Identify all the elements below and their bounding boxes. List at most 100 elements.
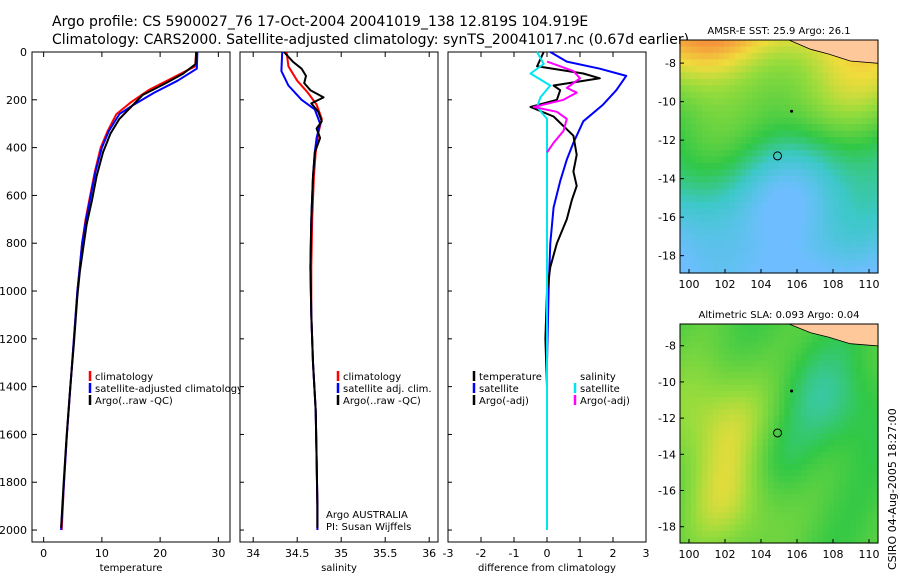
heatmap-cell	[773, 500, 780, 508]
heatmap-cell	[724, 378, 731, 386]
heatmap-cell	[707, 476, 714, 483]
heatmap-cell	[735, 530, 742, 538]
heatmap-cell	[762, 457, 769, 465]
heatmap-cell	[768, 427, 775, 435]
heatmap-cell	[762, 156, 769, 164]
heatmap-cell	[861, 360, 868, 368]
heatmap-cell	[735, 46, 742, 54]
heatmap-cell	[729, 457, 736, 465]
heatmap-cell	[806, 384, 813, 392]
heatmap-cell	[746, 330, 753, 337]
heatmap-cell	[872, 372, 879, 380]
heatmap-cell	[691, 384, 698, 392]
heatmap-cell	[867, 247, 874, 255]
heatmap-cell	[735, 240, 742, 248]
heatmap-cell	[850, 530, 857, 538]
y-tick-label: 800	[6, 237, 27, 250]
heatmap-cell	[707, 536, 714, 544]
heatmap-cell	[773, 451, 780, 459]
heatmap-cell	[834, 354, 841, 362]
heatmap-cell	[762, 470, 769, 477]
heatmap-cell	[784, 530, 791, 538]
heatmap-cell	[784, 247, 791, 255]
heatmap-cell	[839, 451, 846, 459]
heatmap-cell	[735, 40, 742, 48]
heatmap-cell	[740, 342, 747, 349]
heatmap-cell	[768, 348, 775, 356]
heatmap-cell	[834, 169, 841, 177]
heatmap-cell	[784, 214, 791, 222]
heatmap-cell	[828, 130, 835, 138]
heatmap-cell	[834, 247, 841, 255]
heatmap-cell	[801, 360, 808, 368]
heatmap-cell	[724, 324, 731, 331]
heatmap-cell	[680, 324, 687, 331]
heatmap-cell	[856, 366, 863, 374]
heatmap-cell	[872, 397, 879, 404]
heatmap-cell	[713, 156, 720, 164]
heatmap-cell	[740, 143, 747, 151]
heatmap-cell	[691, 324, 698, 331]
heatmap-cell	[845, 530, 852, 538]
heatmap-cell	[724, 40, 731, 48]
heatmap-cell	[696, 137, 703, 145]
y-tick-label: -12	[658, 412, 676, 425]
heatmap-cell	[713, 427, 720, 435]
heatmap-cell	[812, 372, 819, 380]
heatmap-cell	[713, 330, 720, 337]
heatmap-cell	[801, 470, 808, 477]
heatmap-cell	[867, 227, 874, 235]
heatmap-cell	[685, 433, 692, 441]
temp-legend-item: Argo(..raw -QC)	[95, 396, 173, 407]
heatmap-cell	[768, 330, 775, 337]
heatmap-cell	[850, 150, 857, 158]
heatmap-cell	[806, 506, 813, 514]
heatmap-cell	[746, 415, 753, 422]
heatmap-cell	[713, 195, 720, 203]
heatmap-cell	[768, 439, 775, 447]
heatmap-cell	[839, 85, 846, 93]
heatmap-cell	[834, 253, 841, 261]
heatmap-cell	[817, 348, 824, 356]
heatmap-cell	[823, 227, 830, 235]
heatmap-cell	[784, 439, 791, 447]
heatmap-cell	[812, 247, 819, 255]
heatmap-cell	[757, 266, 764, 274]
heatmap-cell	[729, 421, 736, 429]
heatmap-cell	[691, 111, 698, 119]
heatmap-cell	[735, 65, 742, 73]
heatmap-cell	[768, 530, 775, 538]
heatmap-cell	[812, 488, 819, 495]
heatmap-cell	[757, 427, 764, 435]
heatmap-cell	[834, 445, 841, 453]
heatmap-cell	[762, 494, 769, 502]
heatmap-cell	[834, 494, 841, 502]
heatmap-cell	[724, 372, 731, 380]
heatmap-cell	[680, 366, 687, 374]
heatmap-cell	[861, 372, 868, 380]
heatmap-cell	[735, 162, 742, 171]
heatmap-cell	[746, 227, 753, 235]
heatmap-cell	[680, 111, 687, 119]
heatmap-cell	[817, 494, 824, 502]
heatmap-cell	[779, 445, 786, 453]
heatmap-cell	[768, 40, 775, 48]
heatmap-cell	[790, 91, 797, 99]
heatmap-cell	[812, 354, 819, 362]
heatmap-cell	[839, 253, 846, 261]
heatmap-cell	[718, 59, 725, 67]
heatmap-cell	[735, 175, 742, 183]
heatmap-cell	[828, 457, 835, 465]
heatmap-cell	[751, 439, 758, 447]
heatmap-cell	[828, 433, 835, 441]
heatmap-cell	[817, 366, 824, 374]
heatmap-cell	[856, 470, 863, 477]
heatmap-cell	[790, 72, 797, 80]
heatmap-cell	[735, 476, 742, 483]
heatmap-cell	[702, 65, 709, 73]
heatmap-cell	[795, 463, 802, 471]
heatmap-cell	[724, 457, 731, 465]
heatmap-cell	[707, 85, 714, 93]
heatmap-cell	[801, 342, 808, 349]
heatmap-cell	[850, 427, 857, 435]
